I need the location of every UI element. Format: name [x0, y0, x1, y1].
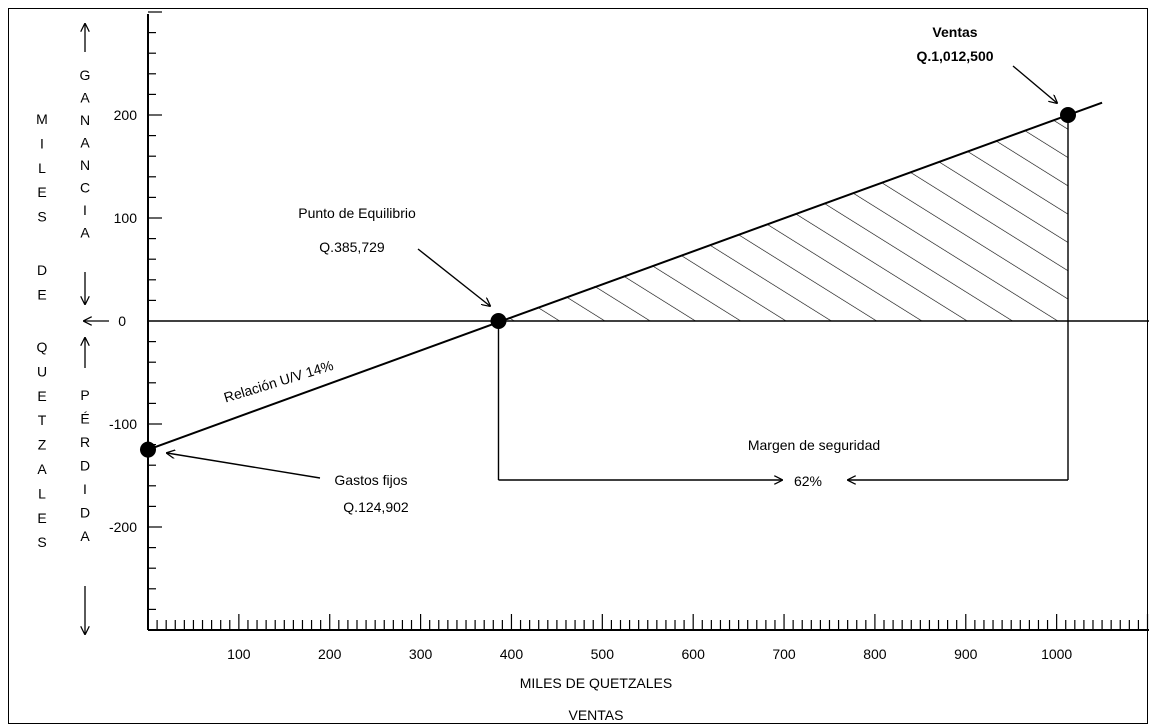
y-label-upper-letter: N: [80, 112, 90, 128]
data-point: [1060, 107, 1076, 123]
x-tick-label: 100: [227, 646, 251, 662]
y-label-upper-letter: I: [83, 202, 87, 218]
y-label-lower-letter: I: [83, 481, 87, 497]
y-label-outer-letter: L: [38, 485, 46, 501]
y-label-outer-letter: S: [37, 534, 46, 550]
y-label-outer-letter: U: [37, 363, 47, 379]
chart-frame: [8, 8, 1148, 724]
y-label-outer-letter: T: [38, 412, 47, 428]
y-label-outer-letter: E: [37, 510, 46, 526]
y-tick-label: -100: [109, 416, 137, 432]
y-label-lower-letter: D: [80, 458, 90, 474]
margin-title: Margen de seguridad: [748, 437, 880, 453]
y-label-upper-letter: G: [80, 67, 91, 83]
margin-value: 62%: [794, 473, 822, 489]
y-label-outer-letter: D: [37, 262, 47, 278]
y-label-outer-letter: Q: [37, 339, 48, 355]
y-label-lower-letter: P: [80, 387, 89, 403]
y-label-lower-letter: D: [80, 505, 90, 521]
y-label-outer-letter: Z: [38, 437, 47, 453]
x-tick-label: 300: [409, 646, 433, 662]
y-label-outer-letter: I: [40, 135, 44, 151]
y-label-outer-letter: A: [37, 461, 47, 477]
y-label-upper-letter: A: [80, 135, 90, 151]
x-tick-label: 900: [954, 646, 978, 662]
y-label-upper-letter: C: [80, 180, 90, 196]
sales-title: Ventas: [932, 24, 977, 40]
y-label-upper-letter: A: [80, 225, 90, 241]
y-label-upper-letter: N: [80, 157, 90, 173]
y-label-lower-letter: A: [80, 528, 90, 544]
y-label-outer-letter: S: [37, 209, 46, 225]
x-tick-label: 600: [682, 646, 706, 662]
breakeven-value: Q.385,729: [319, 239, 385, 255]
y-label-upper-letter: A: [80, 90, 90, 106]
y-tick-label: -200: [109, 519, 137, 535]
x-axis-label-ventas: VENTAS: [569, 707, 624, 723]
series-line: [147, 101, 1103, 451]
y-label-outer-letter: E: [37, 388, 46, 404]
x-tick-label: 1000: [1041, 646, 1072, 662]
y-label-outer-letter: E: [37, 286, 46, 302]
sales-value: Q.1,012,500: [916, 48, 993, 64]
x-tick-label: 400: [500, 646, 524, 662]
data-point: [140, 441, 156, 458]
y-tick-label: 200: [114, 107, 138, 123]
fixed-costs-arrow: [167, 453, 321, 479]
sales-arrow: [1012, 65, 1057, 103]
breakeven-arrow: [417, 248, 490, 306]
y-tick-label: 100: [114, 210, 138, 226]
x-tick-label: 200: [318, 646, 342, 662]
fixed-costs-title: Gastos fijos: [334, 472, 407, 488]
x-tick-label: 800: [863, 646, 887, 662]
y-label-outer-letter: E: [37, 184, 46, 200]
y-label-lower-letter: É: [80, 411, 89, 427]
y-label-outer-letter: M: [36, 111, 48, 127]
breakeven-title: Punto de Equilibrio: [298, 205, 416, 221]
fixed-costs-value: Q.124,902: [343, 499, 409, 515]
x-tick-label: 500: [591, 646, 615, 662]
y-label-outer-letter: L: [38, 160, 46, 176]
line-label: Relación U/V 14%: [222, 357, 335, 406]
x-tick-label: 700: [772, 646, 796, 662]
y-tick-label: 0: [118, 313, 126, 329]
x-axis-label: MILES DE QUETZALES: [520, 675, 672, 691]
y-label-lower-letter: R: [80, 434, 90, 450]
